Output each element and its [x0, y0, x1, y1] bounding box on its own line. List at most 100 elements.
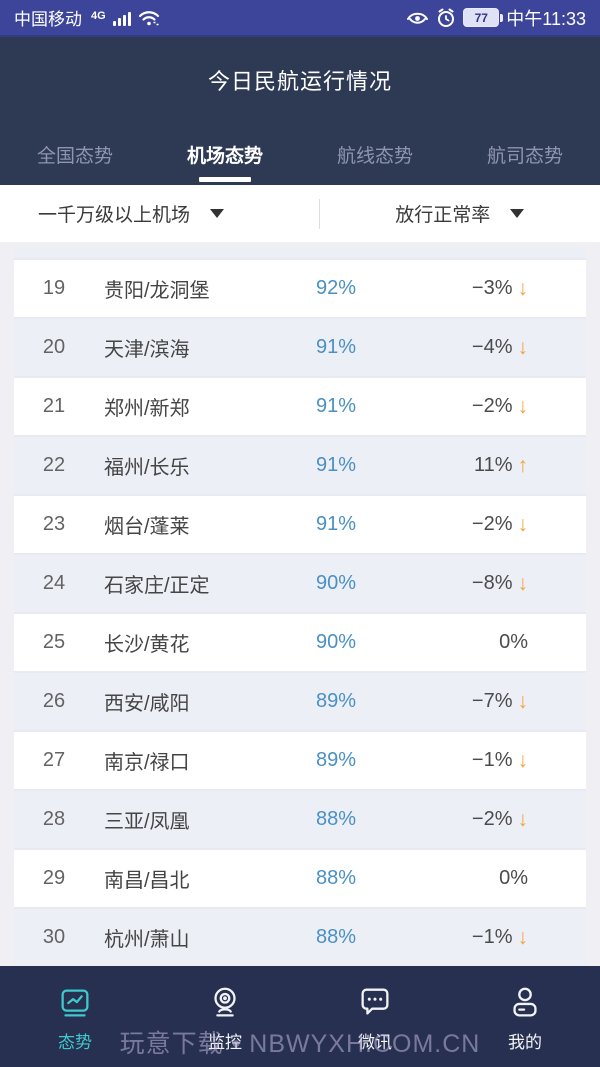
rank-cell: 19 [42, 277, 66, 299]
status-bar-right: 77 中午11:33 [406, 5, 586, 31]
rank-cell: 30 [42, 926, 66, 948]
rate-value-cell: 91% [315, 454, 357, 476]
chart-monitor-icon [61, 989, 89, 1017]
battery-icon: 77 [463, 8, 504, 27]
trend-arrow-icon: ↓ [517, 336, 529, 359]
rate-value-cell: 91% [315, 336, 357, 358]
nav-item-weixun[interactable]: 微讯 [300, 966, 450, 1067]
change-cell: −3% ↓ [396, 277, 528, 300]
airport-level-dropdown[interactable]: 一千万级以上机场 [0, 185, 319, 242]
airport-name-cell: 三亚/凤凰 [104, 811, 190, 833]
tab-airline[interactable]: 航司态势 [450, 123, 600, 185]
chat-icon [361, 988, 389, 1015]
change-value: −1% [471, 926, 513, 948]
active-tab-indicator [199, 177, 251, 182]
change-value: 11% [473, 454, 513, 476]
tab-airport[interactable]: 机场态势 [150, 123, 300, 185]
table-row[interactable]: 25 长沙/黄花 90% 0% [14, 612, 586, 671]
trend-arrow-icon: ↓ [517, 277, 529, 300]
trend-arrow-icon: ↑ [517, 454, 529, 477]
change-cell: −1% ↓ [396, 926, 528, 949]
webcam-icon [214, 987, 236, 1017]
tab-label: 航司态势 [486, 145, 563, 167]
wifi-icon [138, 10, 159, 25]
table-row[interactable]: 27 南京/禄口 89% −1% ↓ [14, 730, 586, 789]
airport-name-cell: 石家庄/正定 [104, 575, 210, 597]
rate-value-cell: 89% [315, 690, 357, 712]
carrier-label: 中国移动 [14, 10, 82, 29]
airport-name-cell: 南昌/昌北 [104, 870, 190, 892]
nav-label: 态势 [58, 1033, 92, 1052]
table-row[interactable]: 19 贵阳/龙洞堡 92% −3% ↓ [14, 258, 586, 317]
rank-cell: 25 [42, 631, 66, 653]
rate-value-cell: 89% [315, 749, 357, 771]
trend-arrow-icon: ↓ [517, 926, 529, 949]
table-row[interactable]: 30 杭州/萧山 88% −1% ↓ [14, 907, 586, 966]
change-cell: −2% ↓ [396, 395, 528, 418]
person-icon [513, 987, 537, 1017]
table-row[interactable]: 29 南昌/昌北 88% 0% [14, 848, 586, 907]
rank-cell: 26 [42, 690, 66, 712]
app-header: 今日民航运行情况 全国态势 机场态势 航线态势 航司态势 [0, 37, 600, 185]
network-type-label: 4G [91, 10, 106, 22]
table-row[interactable]: 22 福州/长乐 91% 11% ↑ [14, 435, 586, 494]
change-value: −2% [471, 808, 513, 830]
rate-value-cell: 88% [315, 926, 357, 948]
trend-arrow-icon: ↓ [517, 513, 529, 536]
rate-value-cell: 90% [315, 572, 357, 594]
tab-label: 航线态势 [336, 145, 413, 167]
table-row[interactable]: 23 烟台/蓬莱 91% −2% ↓ [14, 494, 586, 553]
change-cell: 11% ↑ [396, 454, 528, 477]
rate-value-cell: 91% [315, 513, 357, 535]
change-cell: −4% ↓ [396, 336, 528, 359]
bottom-nav: 态势 监控 微讯 我的 玩意下载 • NBWYXH.COM.CN [0, 966, 600, 1067]
trend-arrow-icon: ↓ [517, 395, 529, 418]
nav-label: 微讯 [358, 1033, 392, 1052]
airport-name-cell: 杭州/萧山 [104, 929, 190, 951]
rank-cell: 27 [42, 749, 66, 771]
trend-arrow-icon: ↓ [517, 572, 529, 595]
rank-cell: 21 [42, 395, 66, 417]
table-row[interactable]: 21 郑州/新郑 91% −2% ↓ [14, 376, 586, 435]
chevron-down-icon [210, 209, 225, 218]
airport-name-cell: 福州/长乐 [104, 457, 190, 479]
change-value: 0% [499, 631, 528, 653]
table-rows: 19 贵阳/龙洞堡 92% −3% ↓ 20 天津/滨海 91% −4% ↓ 2… [14, 258, 586, 966]
rank-cell: 29 [42, 867, 66, 889]
change-value: −4% [471, 336, 513, 358]
tab-route[interactable]: 航线态势 [300, 123, 450, 185]
chevron-down-icon [510, 209, 525, 218]
rank-cell: 24 [42, 572, 66, 594]
airport-name-cell: 南京/禄口 [104, 752, 190, 774]
rate-value-cell: 88% [315, 867, 357, 889]
nav-item-mine[interactable]: 我的 [450, 966, 600, 1067]
table-row[interactable]: 24 石家庄/正定 90% −8% ↓ [14, 553, 586, 612]
airport-ranking-table[interactable]: 19 贵阳/龙洞堡 92% −3% ↓ 20 天津/滨海 91% −4% ↓ 2… [0, 242, 600, 966]
table-row[interactable]: 28 三亚/凤凰 88% −2% ↓ [14, 789, 586, 848]
nav-label: 监控 [208, 1033, 242, 1052]
metric-dropdown[interactable]: 放行正常率 [320, 185, 600, 242]
change-cell: 0% [396, 631, 528, 654]
tab-national[interactable]: 全国态势 [0, 123, 150, 185]
metric-value: 放行正常率 [395, 205, 491, 226]
tab-label: 机场态势 [186, 145, 263, 167]
airport-name-cell: 烟台/蓬莱 [104, 516, 190, 538]
rate-value-cell: 92% [315, 277, 357, 299]
change-value: −2% [471, 513, 513, 535]
rate-value-cell: 91% [315, 395, 357, 417]
tab-label: 全国态势 [36, 145, 113, 167]
change-cell: 0% [396, 867, 528, 890]
table-row[interactable]: 20 天津/滨海 91% −4% ↓ [14, 317, 586, 376]
trend-arrow-icon: ↓ [517, 808, 529, 831]
table-row[interactable]: 26 西安/咸阳 89% −7% ↓ [14, 671, 586, 730]
nav-item-monitor[interactable]: 监控 [150, 966, 300, 1067]
alarm-clock-icon [438, 8, 455, 27]
page-title: 今日民航运行情况 [207, 69, 392, 94]
rank-cell: 28 [42, 808, 66, 830]
nav-item-situation[interactable]: 态势 [0, 966, 150, 1067]
change-value: −1% [471, 749, 513, 771]
airport-name-cell: 天津/滨海 [104, 339, 190, 361]
clock-time: 中午11:33 [506, 8, 586, 29]
nav-label: 我的 [508, 1033, 542, 1052]
change-cell: −8% ↓ [396, 572, 528, 595]
